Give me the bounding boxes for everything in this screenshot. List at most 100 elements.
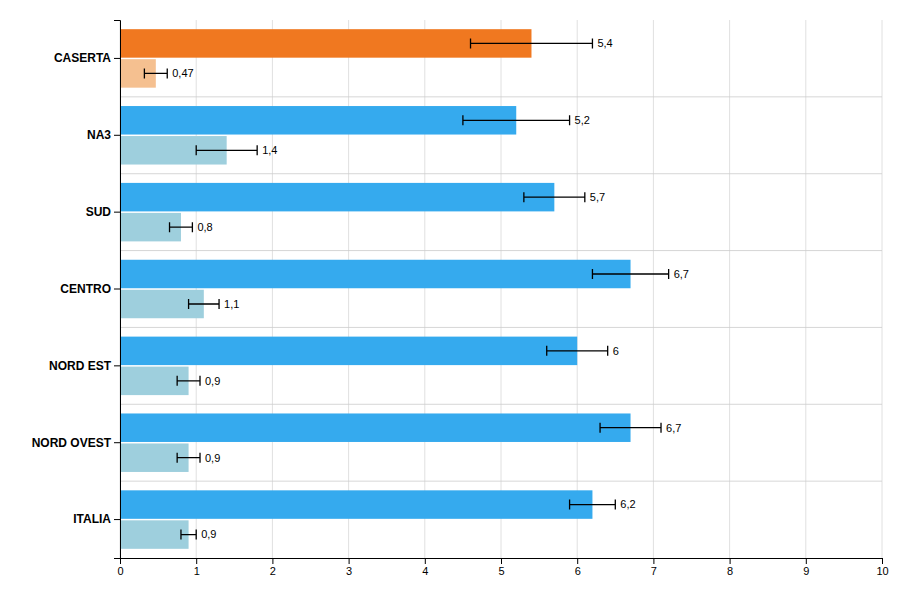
error-bar — [177, 453, 200, 463]
x-tick-mark — [425, 558, 426, 564]
error-bar — [170, 222, 193, 232]
y-tick: NORD OVEST — [32, 436, 120, 450]
x-tick: 6 — [575, 558, 581, 577]
error-bar — [471, 38, 593, 48]
data-label: 5,7 — [590, 191, 605, 203]
y-tick-mark — [114, 289, 120, 290]
y-tick-mark — [114, 519, 120, 520]
group-separator — [120, 173, 882, 174]
x-tick-label: 7 — [651, 565, 657, 577]
x-tick-mark — [577, 558, 578, 564]
grid-line — [348, 20, 349, 558]
y-tick-label: CENTRO — [60, 282, 111, 296]
grid-line — [729, 20, 730, 558]
x-tick-label: 8 — [727, 565, 733, 577]
y-tick-label: CASERTA — [54, 51, 111, 65]
plot-area — [120, 29, 669, 549]
x-tick: 10 — [876, 558, 888, 577]
grid-line — [272, 20, 273, 558]
y-tick: NA3 — [87, 128, 120, 142]
grid-line — [882, 20, 883, 558]
x-tick: 0 — [117, 558, 123, 577]
data-label: 1,1 — [224, 298, 239, 310]
y-axis-line — [114, 21, 121, 559]
bar — [120, 183, 554, 211]
group-separator — [120, 327, 882, 328]
data-label: 0,9 — [205, 452, 220, 464]
group-separator — [120, 250, 882, 251]
x-tick-label: 3 — [346, 565, 352, 577]
data-label: 0,47 — [172, 67, 193, 79]
y-axis: CASERTA NA3 SUD CENTRO NORD EST NORD OVEST ITA… — [32, 21, 121, 559]
error-bar — [463, 115, 570, 125]
x-tick: 7 — [651, 558, 657, 577]
data-label: 6 — [613, 345, 619, 357]
y-tick-label: NORD OVEST — [32, 436, 112, 450]
x-tick-mark — [196, 558, 197, 564]
x-tick-label: 4 — [422, 565, 428, 577]
error-bar — [196, 145, 257, 155]
separators — [120, 97, 882, 481]
y-tick-mark — [114, 58, 120, 59]
x-tick: 9 — [803, 558, 809, 577]
grid-line — [577, 20, 578, 558]
x-tick-label: 2 — [270, 565, 276, 577]
error-bar — [592, 269, 668, 279]
group-separator — [120, 404, 882, 405]
chart: 5,45,25,76,766,76,20,471,40,81,10,90,90,… — [0, 0, 922, 598]
x-tick-label: 5 — [498, 565, 504, 577]
y-tick-label: NORD EST — [49, 359, 112, 373]
x-tick: 2 — [270, 558, 276, 577]
y-tick: ITALIA — [73, 512, 120, 526]
x-tick-mark — [653, 558, 654, 564]
y-tick-label: ITALIA — [73, 512, 111, 526]
data-label: 6,2 — [620, 498, 635, 510]
x-tick: 5 — [498, 558, 504, 577]
data-label: 1,4 — [262, 144, 277, 156]
grid — [120, 20, 882, 558]
bar — [120, 490, 592, 518]
grid-line — [805, 20, 806, 558]
data-label: 0,9 — [201, 528, 216, 540]
grid-line — [424, 20, 425, 558]
x-tick-label: 6 — [575, 565, 581, 577]
bar — [120, 260, 631, 288]
x-tick-mark — [806, 558, 807, 564]
error-bar — [189, 299, 219, 309]
data-label: 0,8 — [197, 221, 212, 233]
error-bar — [177, 376, 200, 386]
data-label: 0,9 — [205, 375, 220, 387]
x-tick: 4 — [422, 558, 428, 577]
x-tick-mark — [349, 558, 350, 564]
error-bar — [600, 423, 661, 433]
bar — [120, 106, 516, 134]
y-tick: NORD EST — [49, 359, 120, 373]
x-tick: 3 — [346, 558, 352, 577]
bar — [120, 337, 577, 365]
bar — [120, 520, 189, 548]
x-axis-line — [121, 559, 883, 565]
bar — [120, 413, 631, 441]
error-bar — [547, 346, 608, 356]
x-tick-mark — [730, 558, 731, 564]
y-tick-mark — [114, 135, 120, 136]
group-separator — [120, 96, 882, 97]
y-tick: CENTRO — [60, 282, 120, 296]
grid-line — [653, 20, 654, 558]
y-tick: CASERTA — [54, 51, 120, 65]
x-tick-mark — [882, 558, 883, 564]
x-tick-mark — [501, 558, 502, 564]
data-labels: 5,45,25,76,766,76,20,471,40,81,10,90,90,… — [172, 37, 689, 540]
grid-line — [196, 20, 197, 558]
x-tick: 8 — [727, 558, 733, 577]
error-bar — [570, 500, 616, 510]
y-tick-label: NA3 — [87, 128, 111, 142]
x-axis: 0 1 2 3 4 5 6 7 8 9 10 — [117, 558, 888, 577]
y-tick: SUD — [86, 205, 120, 219]
x-tick-label: 1 — [194, 565, 200, 577]
bar — [120, 29, 531, 57]
grid-line — [501, 20, 502, 558]
x-tick-label: 0 — [117, 565, 123, 577]
error-bar — [181, 530, 196, 540]
x-tick-label: 9 — [803, 565, 809, 577]
